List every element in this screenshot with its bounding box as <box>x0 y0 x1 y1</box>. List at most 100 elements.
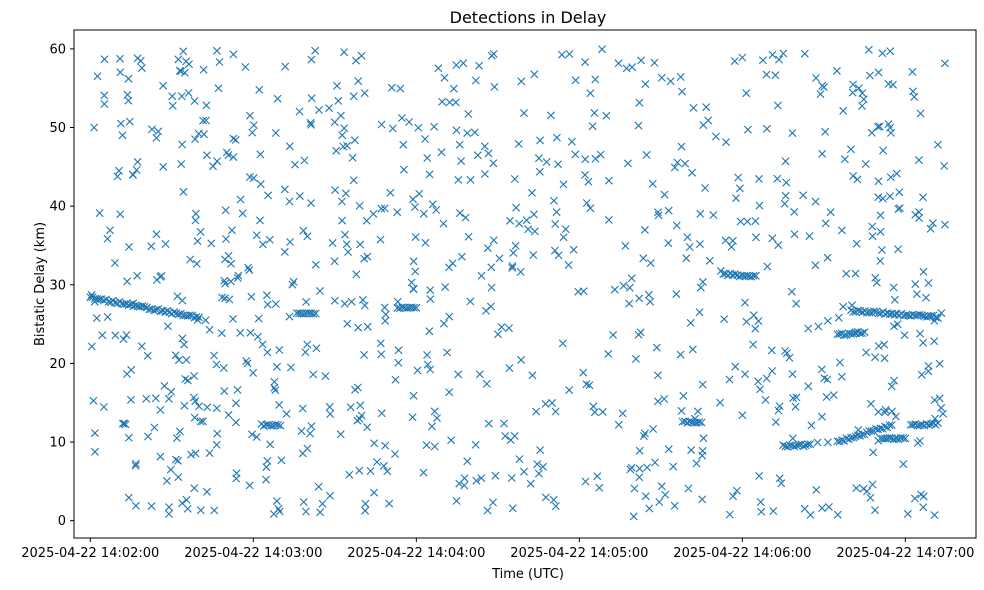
detection-point <box>697 418 706 427</box>
detection-point <box>532 407 541 416</box>
detection-point <box>484 419 493 428</box>
detection-point <box>425 327 434 336</box>
detection-point <box>940 59 949 68</box>
detection-point <box>489 498 497 507</box>
detection-point <box>413 366 422 375</box>
detection-point <box>115 166 123 175</box>
detection-point <box>410 203 419 211</box>
detection-point <box>779 441 788 450</box>
detection-point <box>940 220 949 229</box>
detection-point <box>742 271 751 280</box>
detection-point <box>636 328 645 337</box>
detection-point <box>619 281 628 290</box>
detection-point <box>131 461 140 470</box>
detection-point <box>682 254 691 263</box>
detection-point <box>119 335 128 344</box>
detection-point <box>520 109 528 118</box>
detection-point <box>213 157 222 166</box>
detection-point <box>651 458 659 467</box>
detection-point <box>380 303 389 312</box>
detection-point <box>840 155 849 164</box>
detection-point <box>483 244 492 253</box>
detection-point <box>184 89 193 97</box>
detection-point <box>393 208 402 217</box>
detection-point <box>731 270 739 279</box>
detection-point <box>421 238 430 247</box>
detection-point <box>475 61 484 70</box>
detection-point <box>858 89 867 98</box>
detection-point <box>755 201 764 210</box>
detection-point <box>381 310 390 319</box>
detection-point <box>437 148 446 157</box>
detection-point <box>174 473 183 482</box>
detection-point <box>160 381 169 390</box>
detection-point <box>227 226 236 235</box>
detection-point <box>788 370 797 379</box>
detection-point <box>399 165 408 174</box>
detection-point <box>137 64 146 73</box>
detection-point <box>99 403 108 411</box>
detection-point <box>454 370 463 379</box>
detection-point <box>924 420 933 429</box>
detection-point <box>894 435 903 444</box>
detection-point <box>922 293 930 302</box>
detection-point <box>273 94 282 103</box>
detection-point <box>655 498 664 506</box>
detection-point <box>868 480 877 489</box>
detection-point <box>236 195 245 204</box>
detection-point <box>915 310 924 319</box>
detection-point <box>645 504 654 513</box>
detection-point <box>338 131 347 140</box>
detection-point <box>775 474 784 483</box>
detection-point <box>297 427 306 436</box>
detection-point <box>236 328 245 337</box>
detection-point <box>908 67 917 76</box>
detection-point <box>919 503 928 512</box>
detection-point <box>463 129 472 138</box>
detection-point <box>917 370 926 379</box>
detection-point <box>190 372 199 380</box>
detection-point <box>352 270 361 279</box>
detection-point <box>173 292 182 301</box>
detection-point <box>178 334 187 343</box>
detection-point <box>407 278 416 287</box>
detection-point <box>121 420 130 429</box>
detection-point <box>775 55 783 64</box>
detection-point <box>301 507 310 516</box>
detection-point <box>210 351 218 360</box>
detection-point <box>445 312 454 321</box>
detection-point <box>202 101 211 110</box>
detection-point <box>152 133 161 142</box>
detection-point <box>917 311 926 320</box>
detection-point <box>430 407 439 416</box>
detection-point <box>452 61 461 69</box>
detection-point <box>604 349 613 358</box>
detection-point <box>332 146 341 155</box>
detection-point <box>698 451 707 460</box>
detection-point <box>148 125 156 134</box>
detection-point <box>551 220 560 228</box>
detection-point <box>881 422 889 431</box>
detection-point <box>821 219 830 228</box>
detection-point <box>664 206 673 215</box>
detection-point <box>217 329 226 338</box>
detection-point <box>91 447 99 456</box>
detection-point <box>262 291 271 300</box>
x-axis-ticks: 2025-04-22 14:02:00 2025-04-22 14:03:00 20… <box>21 538 974 561</box>
detection-point <box>758 56 767 65</box>
detection-point <box>782 178 791 187</box>
detection-point <box>698 380 707 389</box>
detection-point <box>275 400 284 409</box>
detection-point <box>832 66 841 75</box>
detection-point <box>270 383 279 392</box>
detection-point <box>116 68 125 77</box>
detection-point <box>595 483 604 492</box>
detection-point <box>807 421 816 430</box>
detection-point <box>716 398 725 407</box>
detection-point <box>181 375 190 383</box>
detection-point <box>800 49 809 58</box>
detection-point <box>539 462 547 471</box>
detection-point <box>393 297 402 306</box>
detection-point <box>783 442 792 451</box>
detection-point <box>224 151 233 160</box>
